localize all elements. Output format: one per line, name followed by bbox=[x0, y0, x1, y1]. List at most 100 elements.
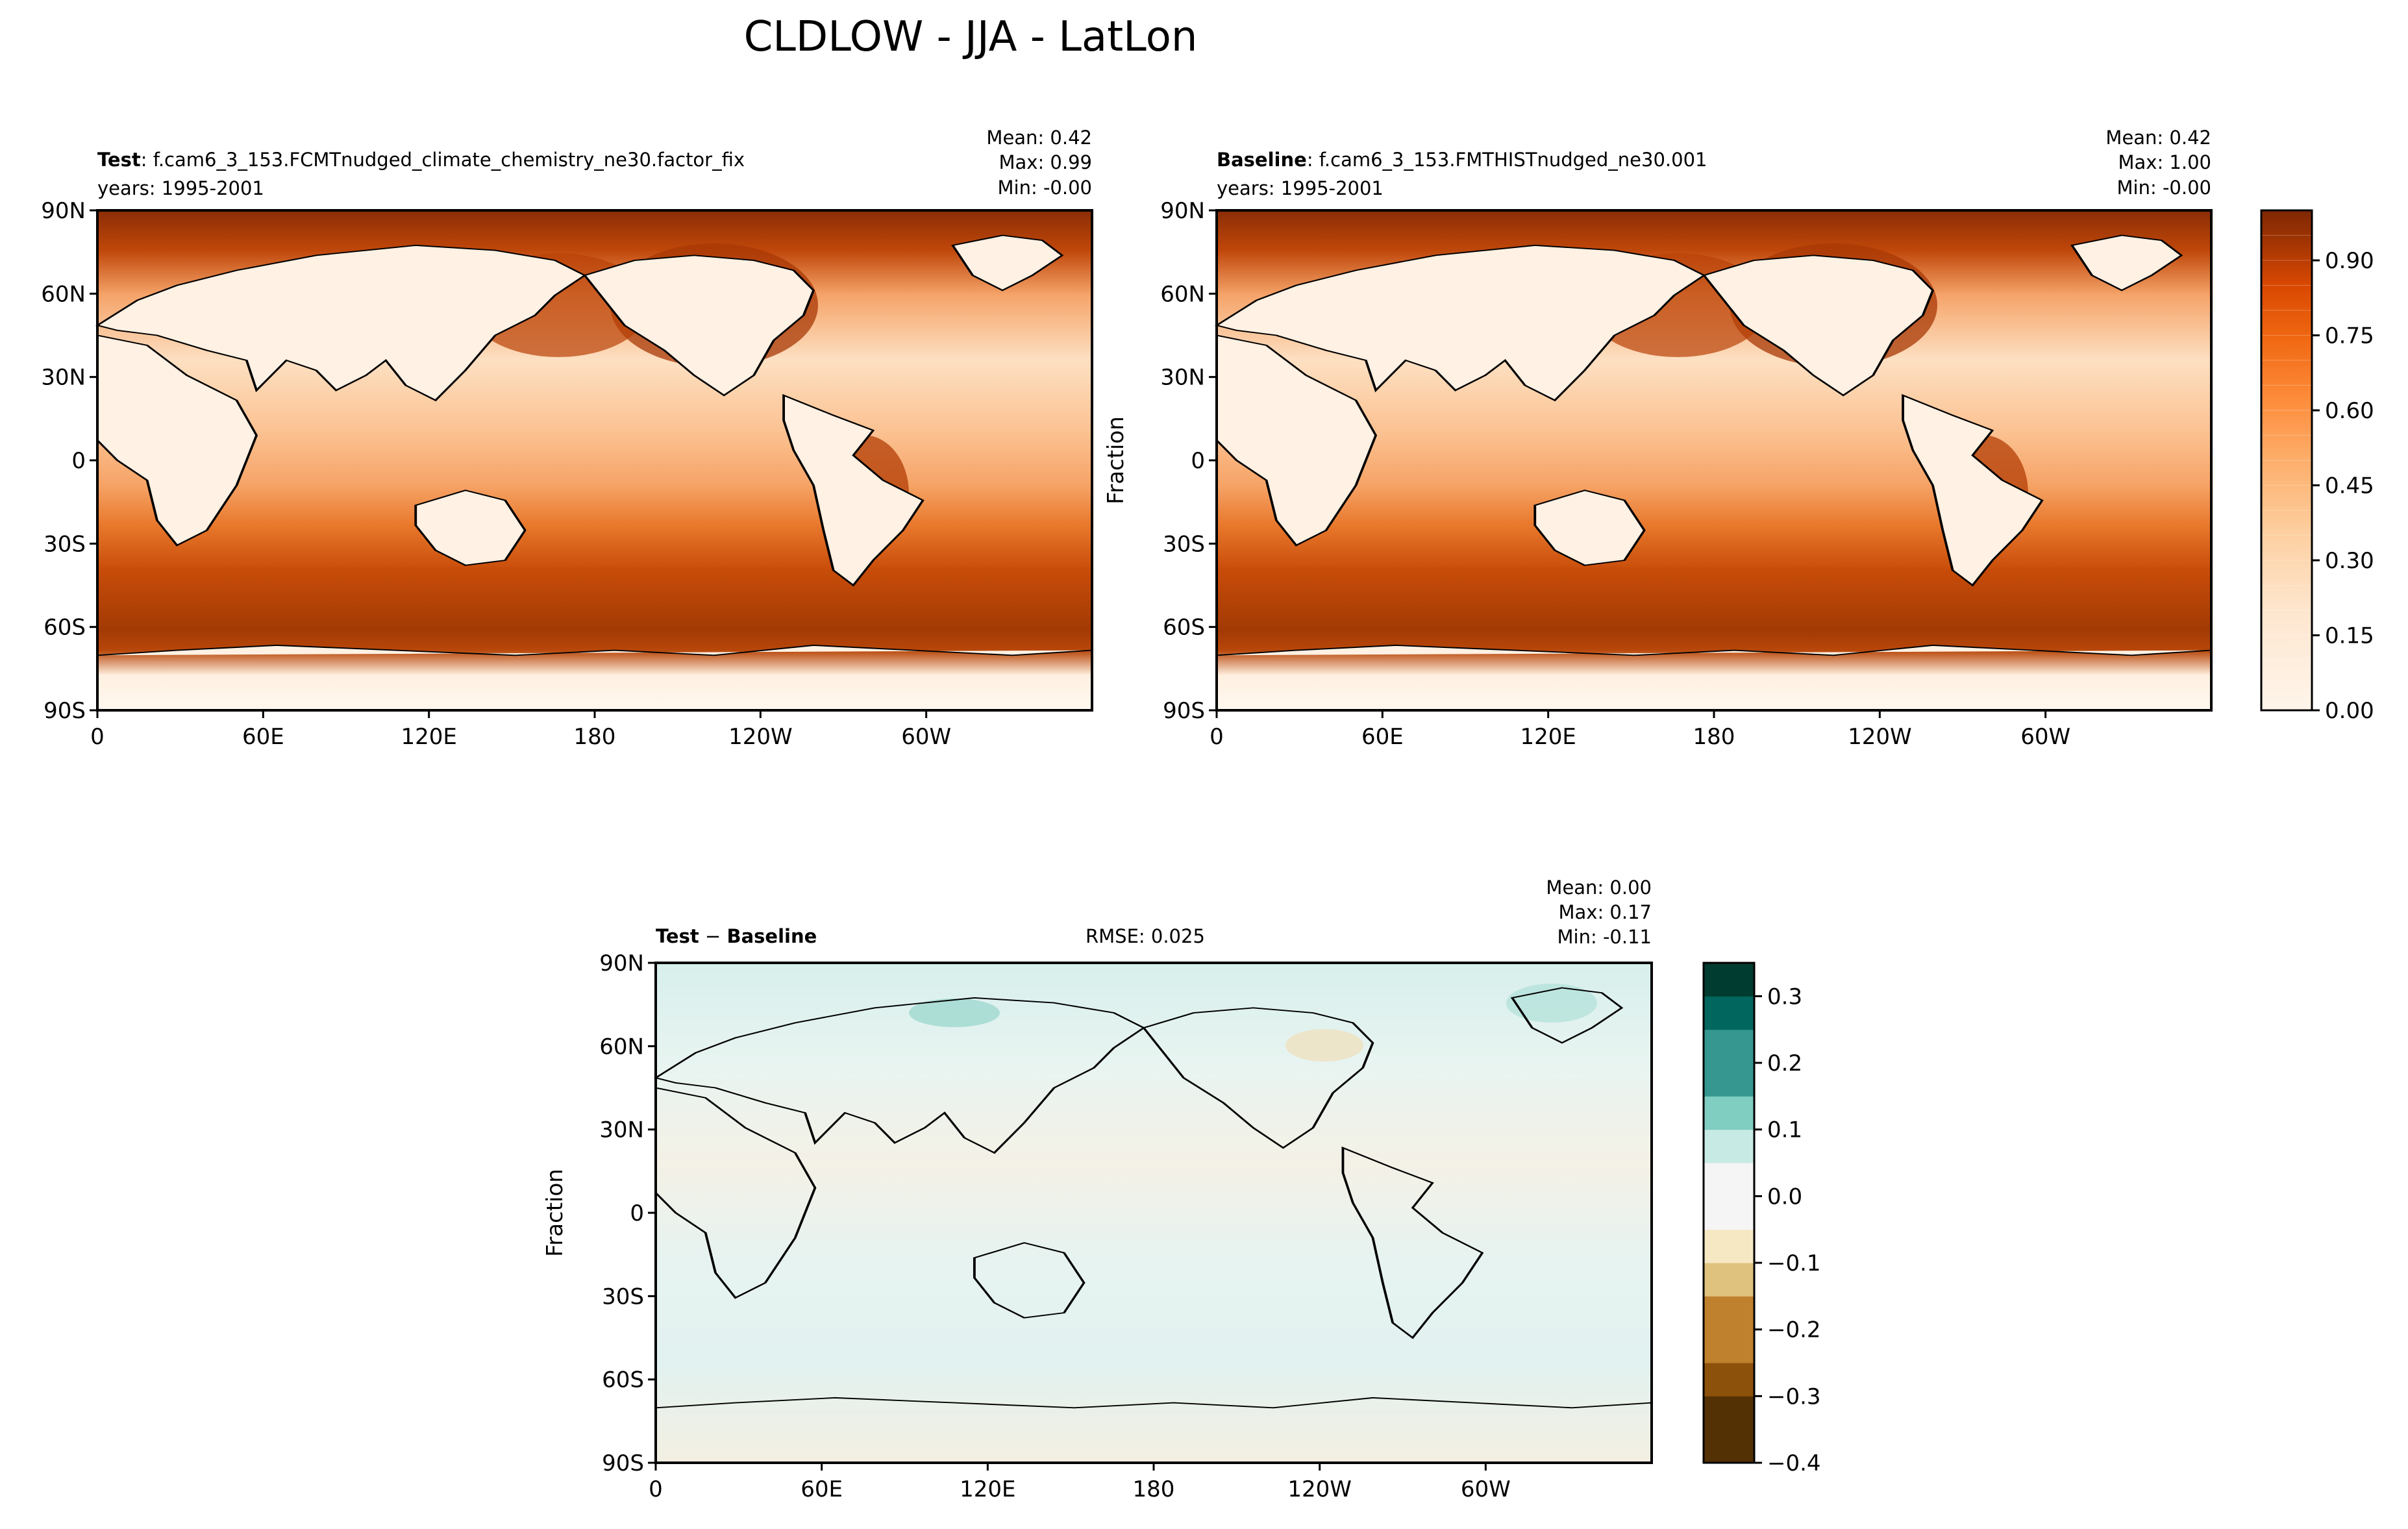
diff-panel: Test − Baseline RMSE: 0.025 Mean: 0.00 M… bbox=[542, 876, 1652, 1502]
main-colorbar-tick-label: 0.90 bbox=[2325, 248, 2374, 274]
main-colorbar-tick-label: 0.15 bbox=[2325, 623, 2374, 649]
diff-colorbar-tick-label: −0.2 bbox=[1767, 1317, 1821, 1343]
main-colorbar-tick-label: 0.30 bbox=[2325, 548, 2374, 574]
diff-colorbar-band bbox=[1704, 1363, 1754, 1397]
diff-xtick-label: 60W bbox=[1461, 1476, 1511, 1502]
baseline-ytick-label: 0 bbox=[1191, 448, 1205, 474]
main-colorbar-tick-label: 0.75 bbox=[2325, 323, 2374, 349]
figure-title: CLDLOW - JJA - LatLon bbox=[744, 13, 1198, 61]
baseline-xtick-label: 60E bbox=[1361, 724, 1404, 750]
diff-xtick-label: 180 bbox=[1133, 1476, 1175, 1502]
diff-colorbar-band bbox=[1704, 1163, 1754, 1197]
baseline-xtick-label: 120W bbox=[1848, 724, 1912, 750]
baseline-max: Max: 1.00 bbox=[2118, 151, 2211, 173]
test-panel: Test: f.cam6_3_153.FCMTnudged_climate_ch… bbox=[41, 127, 1092, 750]
diff-map-field bbox=[656, 963, 1652, 1463]
diff-yaxis: 90N 60N 30N 0 30S 60S 90S bbox=[599, 951, 656, 1476]
test-map bbox=[97, 210, 1092, 710]
diff-colorbar-band bbox=[1704, 1296, 1754, 1330]
diff-field-pacific-anomaly bbox=[1285, 1029, 1363, 1062]
diff-label-test: Test bbox=[656, 925, 699, 947]
test-yaxis: 90N 60N 30N 0 30S 60S 90S bbox=[41, 198, 97, 724]
baseline-ytick-label: 30S bbox=[1163, 531, 1205, 557]
test-mean: Mean: 0.42 bbox=[986, 127, 1092, 149]
main-colorbar-frame bbox=[2260, 209, 2313, 712]
diff-colorbar-ticks: 0.3 0.2 0.1 0.0 −0.1 −0.2 −0.3 −0.4 bbox=[1754, 984, 1821, 1476]
test-ytick-label: 30N bbox=[41, 365, 86, 391]
diff-colorbar-tick-label: 0.2 bbox=[1767, 1050, 1802, 1076]
baseline-xtick-label: 60W bbox=[2020, 724, 2070, 750]
diff-colorbar-band bbox=[1704, 1096, 1754, 1130]
test-xtick-label: 120E bbox=[401, 724, 456, 750]
diff-colorbar-band bbox=[1704, 1263, 1754, 1297]
diff-ytick-label: 90N bbox=[599, 951, 644, 976]
diff-label: Test − Baseline bbox=[656, 925, 817, 947]
baseline-ytick-label: 90S bbox=[1163, 698, 1205, 724]
diff-label-baseline: Baseline bbox=[726, 925, 817, 947]
main-colorbar-fill bbox=[2261, 210, 2312, 710]
diff-colorbar-tick-label: −0.1 bbox=[1767, 1250, 1821, 1276]
test-ytick-label: 60S bbox=[43, 615, 86, 641]
main-colorbar-tick-label: 0.00 bbox=[2325, 698, 2374, 724]
diff-colorbar-band bbox=[1704, 1063, 1754, 1097]
diff-colorbar-tick-label: −0.3 bbox=[1767, 1384, 1821, 1410]
diff-ytick-label: 90S bbox=[602, 1450, 644, 1476]
diff-colorbar-band bbox=[1704, 1196, 1754, 1230]
diff-colorbar-band bbox=[1704, 1029, 1754, 1063]
diff-ytick-label: 60N bbox=[599, 1034, 644, 1060]
baseline-label: Baseline: f.cam6_3_153.FMTHISTnudged_ne3… bbox=[1217, 149, 1707, 171]
main-colorbar-bands bbox=[2261, 235, 2312, 686]
main-colorbar-tick-label: 0.45 bbox=[2325, 473, 2374, 499]
baseline-ytick-label: 90N bbox=[1160, 198, 1205, 224]
diff-xtick-label: 60E bbox=[801, 1476, 843, 1502]
main-colorbar-tick-label: 0.60 bbox=[2325, 398, 2374, 424]
baseline-yaxis: 90N 60N 30N 0 30S 60S 90S bbox=[1160, 198, 1217, 724]
diff-xtick-label: 0 bbox=[649, 1476, 663, 1502]
baseline-xaxis: 0 60E 120E 180 120W 60W bbox=[1210, 710, 2070, 750]
diff-colorbar-band bbox=[1704, 1129, 1754, 1163]
test-xtick-label: 120W bbox=[728, 724, 793, 750]
diff-max: Max: 0.17 bbox=[1558, 901, 1652, 923]
main-colorbar: 0.00 0.15 0.30 0.45 0.60 0.75 0.90 bbox=[2260, 209, 2374, 724]
diff-field-arctic-anomaly bbox=[909, 999, 1000, 1027]
diff-colorbar-tick-label: 0.1 bbox=[1767, 1117, 1802, 1143]
diff-colorbar-band bbox=[1704, 1329, 1754, 1363]
diff-ytick-label: 30N bbox=[599, 1117, 644, 1143]
test-label: Test: f.cam6_3_153.FCMTnudged_climate_ch… bbox=[97, 149, 745, 171]
test-xtick-label: 60W bbox=[901, 724, 951, 750]
diff-ylabel: Fraction bbox=[542, 1169, 568, 1257]
test-xtick-label: 0 bbox=[90, 724, 105, 750]
test-label-bold: Test bbox=[97, 149, 141, 171]
diff-colorbar-frame bbox=[1702, 962, 1756, 1464]
test-min: Min: -0.00 bbox=[998, 177, 1092, 199]
main-colorbar-ticks: 0.00 0.15 0.30 0.45 0.60 0.75 0.90 bbox=[2312, 248, 2374, 724]
diff-colorbar-bands bbox=[1704, 963, 1754, 1463]
diff-label-minus: − bbox=[699, 925, 727, 947]
diff-xtick-label: 120E bbox=[960, 1476, 1015, 1502]
test-ytick-label: 60N bbox=[41, 281, 86, 307]
baseline-ytick-label: 30N bbox=[1160, 365, 1205, 391]
diff-colorbar-tick-label: 0.0 bbox=[1767, 1184, 1802, 1210]
diff-ytick-label: 30S bbox=[602, 1284, 644, 1310]
baseline-xtick-label: 0 bbox=[1210, 724, 1224, 750]
test-xtick-label: 180 bbox=[574, 724, 616, 750]
test-ytick-label: 90S bbox=[43, 698, 86, 724]
diff-colorbar: 0.3 0.2 0.1 0.0 −0.1 −0.2 −0.3 −0.4 bbox=[1702, 962, 1821, 1476]
diff-map bbox=[656, 963, 1652, 1463]
baseline-ytick-label: 60S bbox=[1163, 615, 1205, 641]
baseline-label-bold: Baseline bbox=[1217, 149, 1307, 171]
test-ytick-label: 0 bbox=[71, 448, 86, 474]
diff-xtick-label: 120W bbox=[1287, 1476, 1352, 1502]
diff-ytick-label: 0 bbox=[630, 1200, 644, 1226]
baseline-years: years: 1995-2001 bbox=[1217, 177, 1384, 199]
baseline-min: Min: -0.00 bbox=[2117, 177, 2211, 199]
baseline-ylabel: Fraction bbox=[1103, 416, 1129, 504]
baseline-xtick-label: 120E bbox=[1520, 724, 1576, 750]
baseline-panel: Baseline: f.cam6_3_153.FMTHISTnudged_ne3… bbox=[1103, 127, 2211, 750]
diff-ytick-label: 60S bbox=[602, 1367, 644, 1393]
baseline-xtick-label: 180 bbox=[1693, 724, 1735, 750]
diff-mean: Mean: 0.00 bbox=[1546, 876, 1652, 899]
diff-colorbar-tick-label: 0.3 bbox=[1767, 984, 1802, 1010]
test-xtick-label: 60E bbox=[242, 724, 284, 750]
